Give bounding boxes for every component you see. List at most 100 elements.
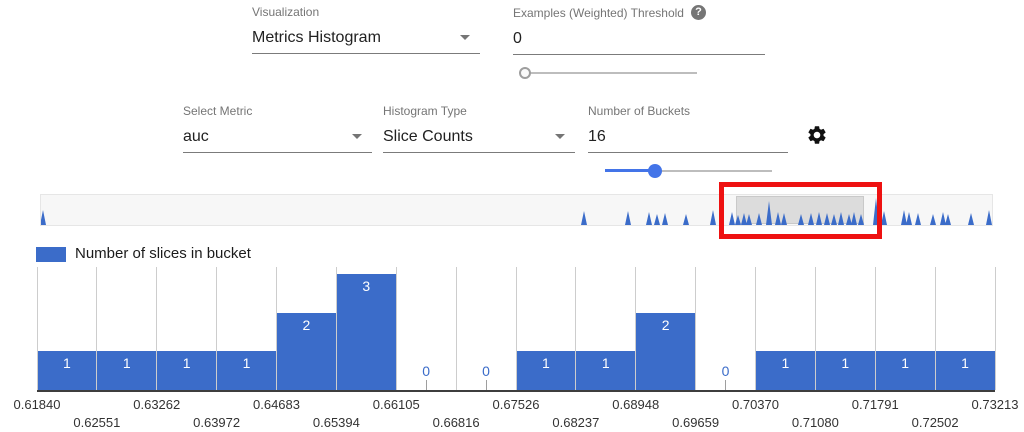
histogram-bar[interactable] bbox=[96, 351, 157, 390]
bar-count-label: 2 bbox=[661, 316, 670, 333]
gridline bbox=[575, 267, 577, 390]
bar-count-label: 1 bbox=[961, 355, 969, 372]
gridline bbox=[276, 267, 277, 390]
examples-threshold-input[interactable]: 0 bbox=[513, 30, 522, 47]
gridline bbox=[874, 267, 876, 390]
histogram-bar[interactable] bbox=[635, 312, 696, 390]
examples-threshold-label: Examples (Weighted) Threshold bbox=[513, 5, 684, 20]
x-axis-tick-label: 0.64683 bbox=[253, 397, 300, 412]
gridline bbox=[695, 267, 697, 390]
histogram-bar[interactable] bbox=[156, 351, 217, 390]
gridline bbox=[216, 267, 218, 390]
x-axis-tick-label: 0.68237 bbox=[552, 415, 600, 430]
histogram-bar[interactable] bbox=[575, 351, 636, 390]
bar-count-label: 1 bbox=[182, 355, 191, 372]
overview-strip[interactable] bbox=[40, 194, 993, 226]
x-axis-tick-label: 0.66105 bbox=[372, 397, 420, 412]
histogram-bar[interactable] bbox=[276, 312, 337, 390]
bar-count-label: 3 bbox=[362, 277, 371, 294]
gridline bbox=[156, 267, 158, 390]
threshold-slider-track[interactable] bbox=[527, 72, 697, 74]
help-icon[interactable]: ? bbox=[690, 5, 706, 20]
visualization-select[interactable]: Visualization Metrics Histogram bbox=[252, 5, 480, 54]
histogram-bar[interactable] bbox=[875, 351, 936, 390]
x-axis-tick-label: 0.62551 bbox=[73, 415, 121, 430]
x-axis-tick-label: 0.66816 bbox=[432, 415, 480, 430]
x-axis-line bbox=[37, 390, 995, 392]
histogram-bar[interactable] bbox=[37, 351, 97, 390]
gridline bbox=[36, 267, 38, 390]
x-axis-tick-label: 0.72502 bbox=[911, 415, 959, 430]
gridline bbox=[395, 267, 397, 390]
histogram-bar[interactable] bbox=[815, 351, 876, 390]
x-axis-tick-label: 0.63972 bbox=[193, 415, 241, 430]
number-of-buckets-input[interactable]: 16 bbox=[588, 128, 606, 145]
histogram-type-label: Histogram Type bbox=[383, 104, 467, 118]
zero-count-label: 0 bbox=[482, 363, 490, 379]
examples-threshold-field[interactable]: Examples (Weighted) Threshold ? 0 bbox=[513, 5, 765, 55]
gridline bbox=[755, 267, 756, 390]
histogram-bar[interactable] bbox=[336, 273, 397, 390]
gridline bbox=[455, 267, 457, 390]
select-metric-label: Select Metric bbox=[183, 104, 253, 118]
bar-count-label: 1 bbox=[601, 355, 610, 372]
gridline bbox=[635, 267, 637, 390]
settings-gear-icon[interactable] bbox=[806, 124, 828, 146]
zero-tick-stub bbox=[425, 380, 427, 390]
chevron-down-icon[interactable] bbox=[352, 134, 362, 139]
chevron-down-icon[interactable] bbox=[555, 134, 565, 139]
gridline bbox=[335, 267, 337, 390]
chevron-down-icon[interactable] bbox=[460, 35, 470, 40]
histogram-type-value: Slice Counts bbox=[383, 128, 473, 145]
number-of-buckets-field[interactable]: Number of Buckets 16 bbox=[588, 104, 788, 153]
zero-tick-stub bbox=[725, 380, 727, 390]
bar-count-label: 1 bbox=[542, 355, 550, 372]
x-axis-tick-label: 0.65394 bbox=[312, 415, 360, 430]
x-axis-tick-label: 0.69659 bbox=[672, 415, 720, 430]
histogram-bar[interactable] bbox=[755, 351, 816, 390]
gridline bbox=[994, 267, 996, 390]
gridline bbox=[515, 267, 517, 390]
bar-count-label: 1 bbox=[63, 355, 71, 372]
x-axis-tick-label: 0.70370 bbox=[732, 397, 779, 412]
highlight-rectangle bbox=[719, 182, 882, 239]
histogram-bar[interactable] bbox=[935, 351, 995, 390]
overview-spikes bbox=[41, 198, 992, 225]
slice-count-histogram: 1 1 1 1 2 3 0 0 1 1 2 0 1 1 1 1 0.61840 0.62551 0.63262 0.… bbox=[14, 267, 1019, 432]
legend-swatch bbox=[36, 246, 66, 262]
bar-count-label: 1 bbox=[122, 355, 131, 372]
bar-count-label: 1 bbox=[781, 355, 790, 372]
x-axis-tick-label: 0.67526 bbox=[492, 397, 540, 412]
bar-count-label: 2 bbox=[302, 316, 311, 333]
x-axis-tick-label: 0.71791 bbox=[851, 397, 899, 412]
select-metric-value: auc bbox=[183, 128, 209, 145]
x-axis-tick-label: 0.73213 bbox=[971, 397, 1019, 412]
threshold-slider-thumb[interactable] bbox=[519, 67, 531, 79]
zero-count-label: 0 bbox=[721, 363, 730, 379]
visualization-value: Metrics Histogram bbox=[252, 29, 381, 46]
histogram-bar[interactable] bbox=[216, 351, 277, 390]
histogram-bar[interactable] bbox=[516, 351, 576, 390]
histogram-type-dropdown[interactable]: Histogram Type Slice Counts bbox=[383, 104, 575, 153]
x-axis-tick-label: 0.71080 bbox=[791, 415, 839, 430]
legend: Number of slices in bucket bbox=[36, 246, 251, 262]
histogram-plot-area[interactable]: 1 1 1 1 2 3 0 0 1 1 2 0 1 1 1 1 bbox=[36, 267, 996, 390]
select-metric-dropdown[interactable]: Select Metric auc bbox=[183, 104, 372, 153]
x-axis-tick-label: 0.63262 bbox=[133, 397, 181, 412]
buckets-slider-track[interactable] bbox=[605, 170, 772, 172]
buckets-slider-fill bbox=[605, 169, 656, 172]
zero-count-label: 0 bbox=[422, 363, 431, 379]
legend-label: Number of slices in bucket bbox=[75, 245, 251, 262]
x-axis-tick-label: 0.68948 bbox=[612, 397, 660, 412]
buckets-slider-thumb[interactable] bbox=[648, 164, 663, 178]
x-axis-tick-label: 0.61840 bbox=[13, 397, 61, 412]
gridline bbox=[934, 267, 936, 390]
bar-count-label: 1 bbox=[242, 355, 251, 372]
bar-count-label: 1 bbox=[841, 355, 850, 372]
number-of-buckets-label: Number of Buckets bbox=[588, 104, 691, 118]
gridline bbox=[814, 267, 816, 390]
zero-tick-stub bbox=[485, 380, 487, 390]
visualization-label: Visualization bbox=[252, 5, 320, 19]
bar-count-label: 1 bbox=[901, 355, 910, 372]
